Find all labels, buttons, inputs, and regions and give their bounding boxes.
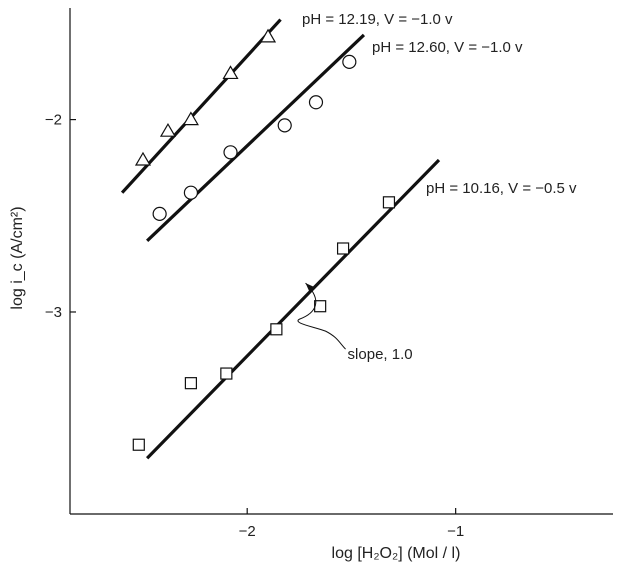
fit-lines — [120, 18, 441, 460]
data-point-square — [270, 323, 283, 336]
data-point-triangle — [134, 151, 152, 166]
data-point-triangle — [182, 111, 199, 126]
data-point-triangle — [159, 122, 177, 137]
fit-line-square — [145, 158, 441, 460]
data-point-square — [336, 242, 350, 255]
data-point-circle — [342, 54, 357, 69]
y-tick-label: −2 — [45, 112, 62, 129]
series-label: pH = 10.16, V = −0.5 v — [426, 180, 577, 197]
data-point-circle — [183, 185, 199, 200]
data-point-square — [382, 196, 396, 209]
x-axis-title: log [H₂O₂] (Mol / l) — [332, 545, 461, 562]
series-labels: pH = 12.19, V = −1.0 v pH = 12.60, V = −1… — [302, 11, 577, 197]
data-point-square — [220, 367, 233, 380]
x-tick-label: −1 — [447, 523, 464, 540]
annotation-leader — [297, 282, 346, 350]
data-point-square — [184, 377, 198, 390]
markers — [132, 28, 396, 451]
data-point-circle — [277, 118, 292, 133]
data-point-triangle — [259, 28, 277, 43]
y-axis-title: log i_c (A/cm²) — [9, 206, 26, 309]
ticks: −2 −1 −2 −3 — [45, 112, 464, 540]
annotation: slope, 1.0 — [297, 282, 413, 363]
fit-line-circle — [146, 33, 366, 242]
annotation-arrowhead — [305, 283, 315, 293]
data-point-circle — [308, 95, 324, 110]
data-point-circle — [152, 206, 167, 221]
fit-line-triangle — [120, 18, 282, 194]
axes-frame — [69, 8, 613, 515]
data-point-circle — [223, 145, 238, 160]
x-tick-label: −2 — [239, 523, 256, 540]
data-point-square — [132, 438, 145, 451]
series-label: pH = 12.19, V = −1.0 v — [302, 11, 453, 28]
data-point-triangle — [222, 65, 239, 80]
y-tick-label: −3 — [45, 304, 62, 321]
series-label: pH = 12.60, V = −1.0 v — [372, 39, 523, 56]
annotation-text: slope, 1.0 — [348, 346, 413, 363]
